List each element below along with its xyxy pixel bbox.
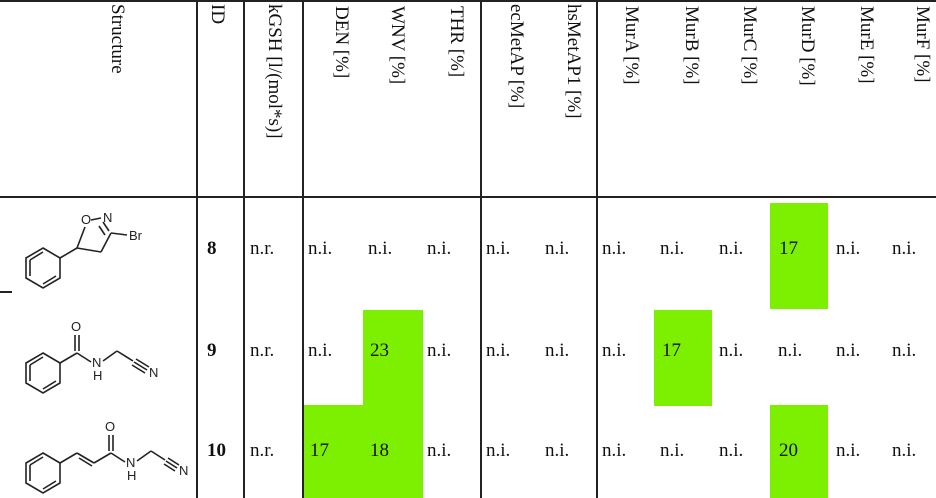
row-10-den: 17 <box>310 440 329 461</box>
svg-text:N: N <box>103 210 112 225</box>
highlight-row8-murd <box>770 203 828 309</box>
highlight-row9-wnv <box>363 310 423 498</box>
row-10-mura: n.i. <box>602 440 627 461</box>
row-9-thr: n.i. <box>427 340 452 361</box>
row-10-ecmetap: n.i. <box>486 440 511 461</box>
divider-kgsh-den <box>302 0 304 498</box>
row-9-murc: n.i. <box>719 340 744 361</box>
row-8-id: 8 <box>207 238 217 259</box>
row-10-murd: 20 <box>779 440 798 461</box>
row-9-murb: 17 <box>662 340 681 361</box>
row-8-murd: 17 <box>779 238 798 259</box>
row-9-hsmetap1: n.i. <box>545 340 570 361</box>
row-9-wnv: 23 <box>370 340 389 361</box>
row-10-murb: n.i. <box>660 440 685 461</box>
divider-thr-ecmetap <box>480 0 482 498</box>
row-10-murf: n.i. <box>892 440 917 461</box>
row-8-murc: n.i. <box>719 238 744 259</box>
svg-text:Br: Br <box>129 228 143 243</box>
row-10-hsmetap1: n.i. <box>545 440 570 461</box>
svg-text:H: H <box>127 468 136 483</box>
svg-text:N: N <box>179 463 188 478</box>
highlight-row10-murd <box>770 405 828 498</box>
row-9-ecmetap: n.i. <box>486 340 511 361</box>
row-9-murf: n.i. <box>892 340 917 361</box>
row-10-murc: n.i. <box>719 440 744 461</box>
row-8-wnv: n.i. <box>368 238 393 259</box>
row-8-thr: n.i. <box>427 238 452 259</box>
highlight-row10-den <box>304 405 364 498</box>
highlight-row9-murb <box>654 310 712 406</box>
svg-text:O: O <box>105 419 115 434</box>
row-8-mure: n.i. <box>836 238 861 259</box>
structure-9: O N H N <box>25 319 158 394</box>
svg-text:N: N <box>126 455 135 470</box>
row-8-left-tick <box>0 291 12 293</box>
row-10-mure: n.i. <box>836 440 861 461</box>
row-10-thr: n.i. <box>427 440 452 461</box>
row-9-mura: n.i. <box>602 340 627 361</box>
row-10-kgsh: n.r. <box>250 440 275 461</box>
row-8-kgsh: n.r. <box>250 238 275 259</box>
row-8-hsmetap1: n.i. <box>545 238 570 259</box>
table-top-rule <box>0 0 936 2</box>
row-8-murb: n.i. <box>660 238 685 259</box>
divider-id-kgsh <box>243 0 245 498</box>
row-9-murd: n.i. <box>778 340 803 361</box>
row-9-mure: n.i. <box>836 340 861 361</box>
divider-hsmetap-mura <box>596 0 598 498</box>
row-8-den: n.i. <box>308 238 333 259</box>
row-8-ecmetap: n.i. <box>486 238 511 259</box>
header-bottom-rule <box>0 196 936 198</box>
row-9-id: 9 <box>207 340 217 361</box>
svg-text:O: O <box>71 319 81 334</box>
row-9-den: n.i. <box>308 340 333 361</box>
row-8-mura: n.i. <box>602 238 627 259</box>
row-10-wnv: 18 <box>370 440 389 461</box>
row-8-murf: n.i. <box>892 238 917 259</box>
row-10-id: 10 <box>207 440 226 461</box>
svg-text:O: O <box>81 212 91 227</box>
structure-10: O N H N <box>25 419 188 494</box>
divider-structure-id <box>196 0 198 498</box>
structure-8: O N Br <box>25 210 143 289</box>
svg-text:N: N <box>92 355 101 370</box>
svg-text:H: H <box>93 368 102 383</box>
svg-text:N: N <box>149 365 158 380</box>
row-9-kgsh: n.r. <box>250 340 275 361</box>
